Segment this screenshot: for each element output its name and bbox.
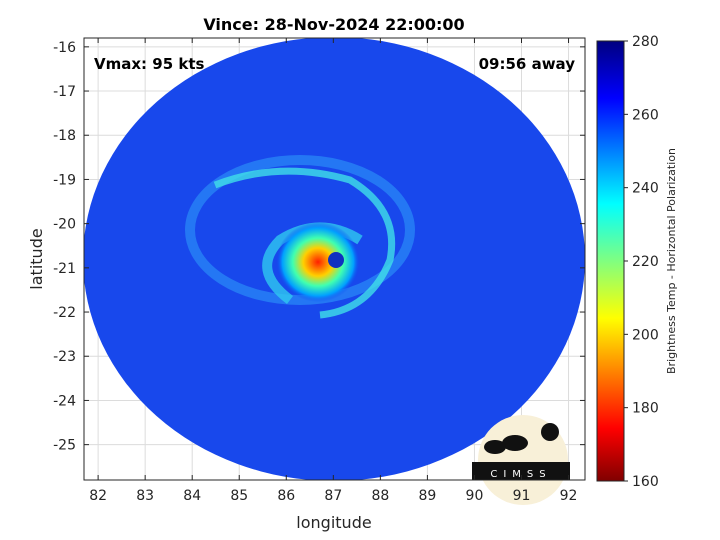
time-offset-annotation: 09:56 away bbox=[479, 55, 576, 73]
chart-title: Vince: 28-Nov-2024 22:00:00 bbox=[203, 15, 464, 34]
colorbar-tick-label: 180 bbox=[632, 401, 659, 417]
x-tick-label: 87 bbox=[324, 488, 342, 504]
x-tick-label: 89 bbox=[418, 488, 436, 504]
x-tick-label: 84 bbox=[183, 488, 201, 504]
x-tick-label: 82 bbox=[89, 488, 107, 504]
y-tick-label: -22 bbox=[53, 305, 76, 321]
spiral-band bbox=[213, 167, 396, 319]
y-axis-label: latitude bbox=[27, 228, 46, 289]
swath bbox=[84, 38, 585, 480]
y-tick-label: -18 bbox=[53, 128, 76, 144]
eye bbox=[328, 252, 344, 268]
y-tick-label: -23 bbox=[53, 349, 76, 365]
colorbar-tick-label: 280 bbox=[632, 34, 659, 50]
y-tick-label: -25 bbox=[53, 438, 76, 454]
x-tick-label: 88 bbox=[371, 488, 389, 504]
colorbar-tick-label: 220 bbox=[632, 254, 659, 270]
svg-text:CIMSS: CIMSS bbox=[490, 469, 551, 480]
vmax-annotation: Vmax: 95 kts bbox=[94, 55, 204, 73]
y-tick-label: -24 bbox=[53, 393, 76, 409]
colorbar-tick-label: 260 bbox=[632, 107, 659, 123]
y-tick-label: -17 bbox=[53, 84, 76, 100]
eyewall bbox=[276, 222, 360, 302]
axes-box bbox=[83, 37, 586, 481]
outer-band bbox=[185, 155, 415, 305]
x-tick-label: 85 bbox=[230, 488, 248, 504]
x-tick-label: 83 bbox=[136, 488, 154, 504]
y-tick-label: -20 bbox=[53, 217, 76, 233]
colorbar-label: Brightness Temp - Horizontal Polarizatio… bbox=[665, 148, 678, 374]
y-tick-label: -21 bbox=[53, 261, 76, 277]
x-tick-label: 90 bbox=[466, 488, 484, 504]
colorbar-tick-label: 200 bbox=[632, 327, 659, 343]
x-tick-label: 92 bbox=[560, 488, 578, 504]
y-tick-label: -16 bbox=[53, 40, 76, 56]
colorbar-tick-label: 160 bbox=[632, 474, 659, 490]
x-axis-label: longitude bbox=[296, 513, 371, 532]
x-tick-label: 91 bbox=[513, 488, 531, 504]
y-tick-label: -19 bbox=[53, 172, 76, 188]
colorbar-tick-label: 240 bbox=[632, 181, 659, 197]
x-tick-label: 86 bbox=[277, 488, 295, 504]
colorbar bbox=[596, 40, 625, 482]
cimss-logo: CIMSS bbox=[472, 415, 570, 505]
